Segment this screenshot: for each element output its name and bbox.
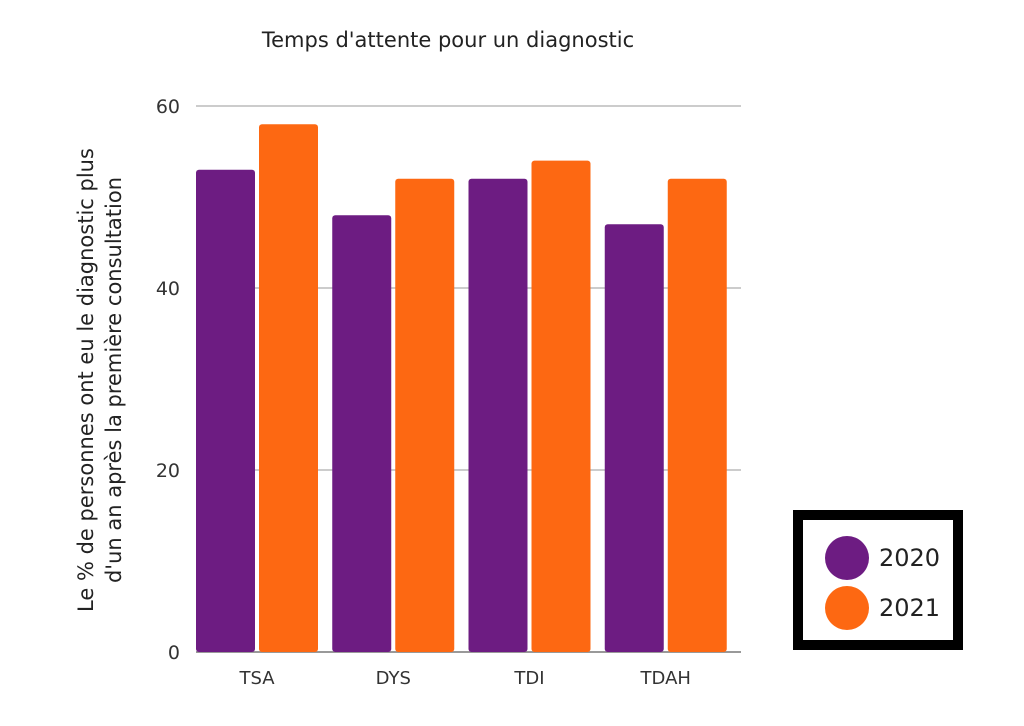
legend-label-2020: 2020 — [879, 544, 941, 572]
legend-swatch-2020 — [825, 536, 869, 580]
bar-tdah-2021 — [667, 178, 727, 653]
y-tick-label: 40 — [156, 278, 180, 300]
bar-dys-2020 — [332, 215, 392, 652]
x-tick-label: TDAH — [640, 668, 691, 689]
y-tick-label: 20 — [156, 460, 180, 482]
legend: 2020 2021 — [793, 510, 963, 650]
y-tick-label: 60 — [156, 96, 180, 118]
bar-dys-2021 — [395, 178, 455, 653]
legend-swatch-2021 — [825, 586, 869, 630]
bar-tdah-2020 — [604, 224, 664, 653]
bar-tdi-2021 — [531, 160, 591, 652]
y-tick-label: 0 — [168, 642, 180, 664]
x-tick-label: TSA — [238, 668, 275, 689]
bar-tsa-2021 — [259, 124, 318, 652]
bar-tdi-2020 — [468, 178, 528, 653]
bar-tsa-2020 — [196, 169, 255, 652]
x-tick-label: TDI — [513, 668, 544, 689]
legend-label-2021: 2021 — [879, 594, 941, 622]
chart-title: Temps d'attente pour un diagnostic — [261, 28, 635, 52]
legend-item-2021: 2021 — [825, 586, 940, 630]
x-tick-label: DYS — [376, 668, 411, 689]
legend-item-2020: 2020 — [825, 536, 940, 580]
